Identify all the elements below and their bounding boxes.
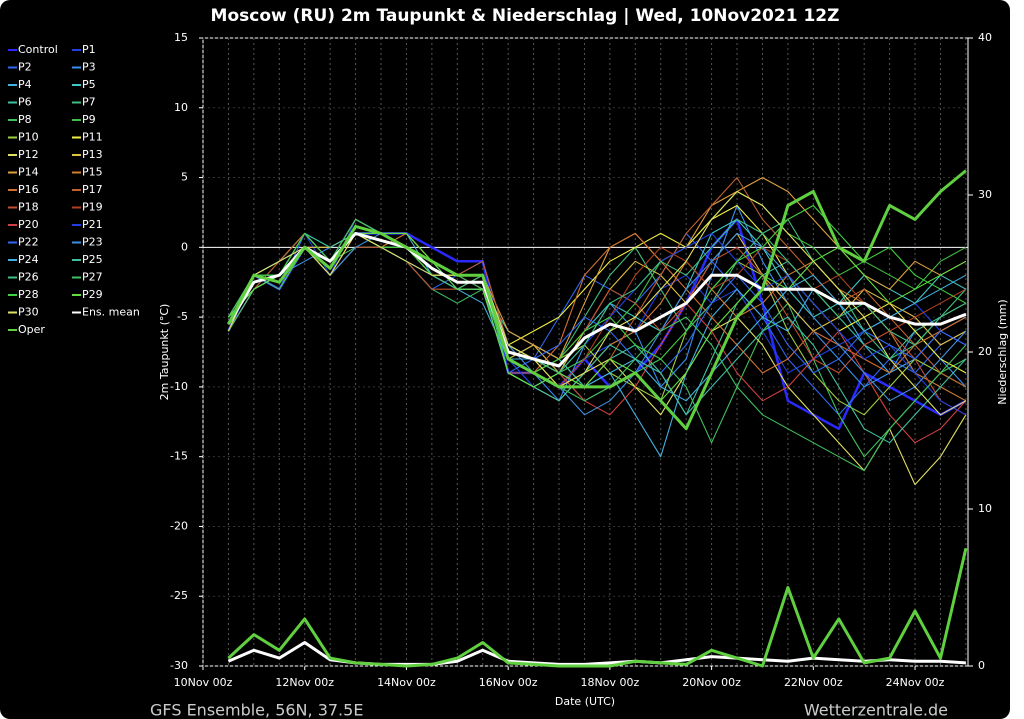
legend-label: P6 [18, 96, 32, 109]
legend-label: P4 [18, 78, 32, 91]
y-tick-label: 15 [174, 31, 188, 44]
x-tick-label: 20Nov 00z [682, 676, 741, 689]
plot-border [202, 37, 969, 667]
y-tick-label: -25 [170, 589, 188, 602]
x-tick-label: 16Nov 00z [479, 676, 538, 689]
legend-label: P1 [82, 43, 96, 56]
series-line [227, 190, 967, 416]
chart-title: Moscow (RU) 2m Taupunkt & Niederschlag |… [211, 6, 840, 26]
legend-label: Ens. mean [82, 306, 140, 319]
y-tick-label: -30 [170, 659, 188, 672]
legend-label: P3 [82, 61, 96, 74]
series-line [227, 169, 967, 431]
x-tick-label: 24Nov 00z [886, 676, 945, 689]
series-line [227, 204, 967, 374]
legend-label: P11 [82, 131, 103, 144]
x-tick-label: 14Nov 00z [377, 676, 436, 689]
x-tick-label: 18Nov 00z [581, 676, 640, 689]
footer-right: Wetterzentrale.de [804, 701, 948, 719]
legend-label: P20 [18, 218, 39, 231]
y2-tick-label: 0 [978, 659, 985, 672]
legend-label: P14 [18, 166, 39, 179]
legend-label: P5 [82, 78, 96, 91]
x-tick-label: 12Nov 00z [275, 676, 334, 689]
y2-axis-label: Niederschlag (mm) [996, 299, 1009, 404]
legend-label: P15 [82, 166, 103, 179]
y2-tick-label: 10 [978, 502, 992, 515]
series-line [227, 232, 967, 416]
legend-label: P7 [82, 96, 96, 109]
legend-label: P2 [18, 61, 32, 74]
footer-left: GFS Ensemble, 56N, 37.5E [150, 701, 363, 719]
legend-label: P9 [82, 113, 96, 126]
series-line [227, 218, 967, 472]
series-line [227, 204, 967, 374]
y-tick-label: -10 [170, 380, 188, 393]
legend-label: P18 [18, 201, 39, 214]
series-line [227, 231, 967, 368]
y-tick-label: -15 [170, 450, 188, 463]
y2-tick-label: 40 [978, 31, 992, 44]
x-tick-label: 22Nov 00z [784, 676, 843, 689]
y-tick-label: -20 [170, 519, 188, 532]
legend-label: Control [18, 43, 58, 56]
legend-label: P23 [82, 236, 103, 249]
legend-label: P8 [18, 113, 32, 126]
legend-label: P25 [82, 253, 103, 266]
legend-label: P30 [18, 306, 39, 319]
legend-label: P21 [82, 218, 103, 231]
legend-label: P16 [18, 183, 39, 196]
x-tick-label: 10Nov 00z [174, 676, 233, 689]
legend-label: P26 [18, 271, 39, 284]
legend-label: P22 [18, 236, 39, 249]
legend-label: P24 [18, 253, 39, 266]
legend-label: P10 [18, 131, 39, 144]
series-line [227, 547, 968, 668]
legend-label: P27 [82, 271, 103, 284]
legend-label: P28 [18, 288, 39, 301]
legend-label: P19 [82, 201, 103, 214]
legend-label: P29 [82, 288, 103, 301]
y-tick-label: 5 [181, 171, 188, 184]
y-tick-label: 10 [174, 101, 188, 114]
y2-tick-label: 20 [978, 345, 992, 358]
y-tick-label: -5 [177, 310, 188, 323]
legend-label: P12 [18, 148, 39, 161]
y-axis-label: 2m Taupunkt (°C) [158, 304, 171, 401]
x-axis-label: Date (UTC) [555, 695, 615, 708]
y2-tick-label: 30 [978, 188, 992, 201]
legend-label: P13 [82, 148, 103, 161]
legend-label: Oper [18, 323, 45, 336]
y-tick-label: 0 [181, 240, 188, 253]
legend-label: P17 [82, 183, 103, 196]
